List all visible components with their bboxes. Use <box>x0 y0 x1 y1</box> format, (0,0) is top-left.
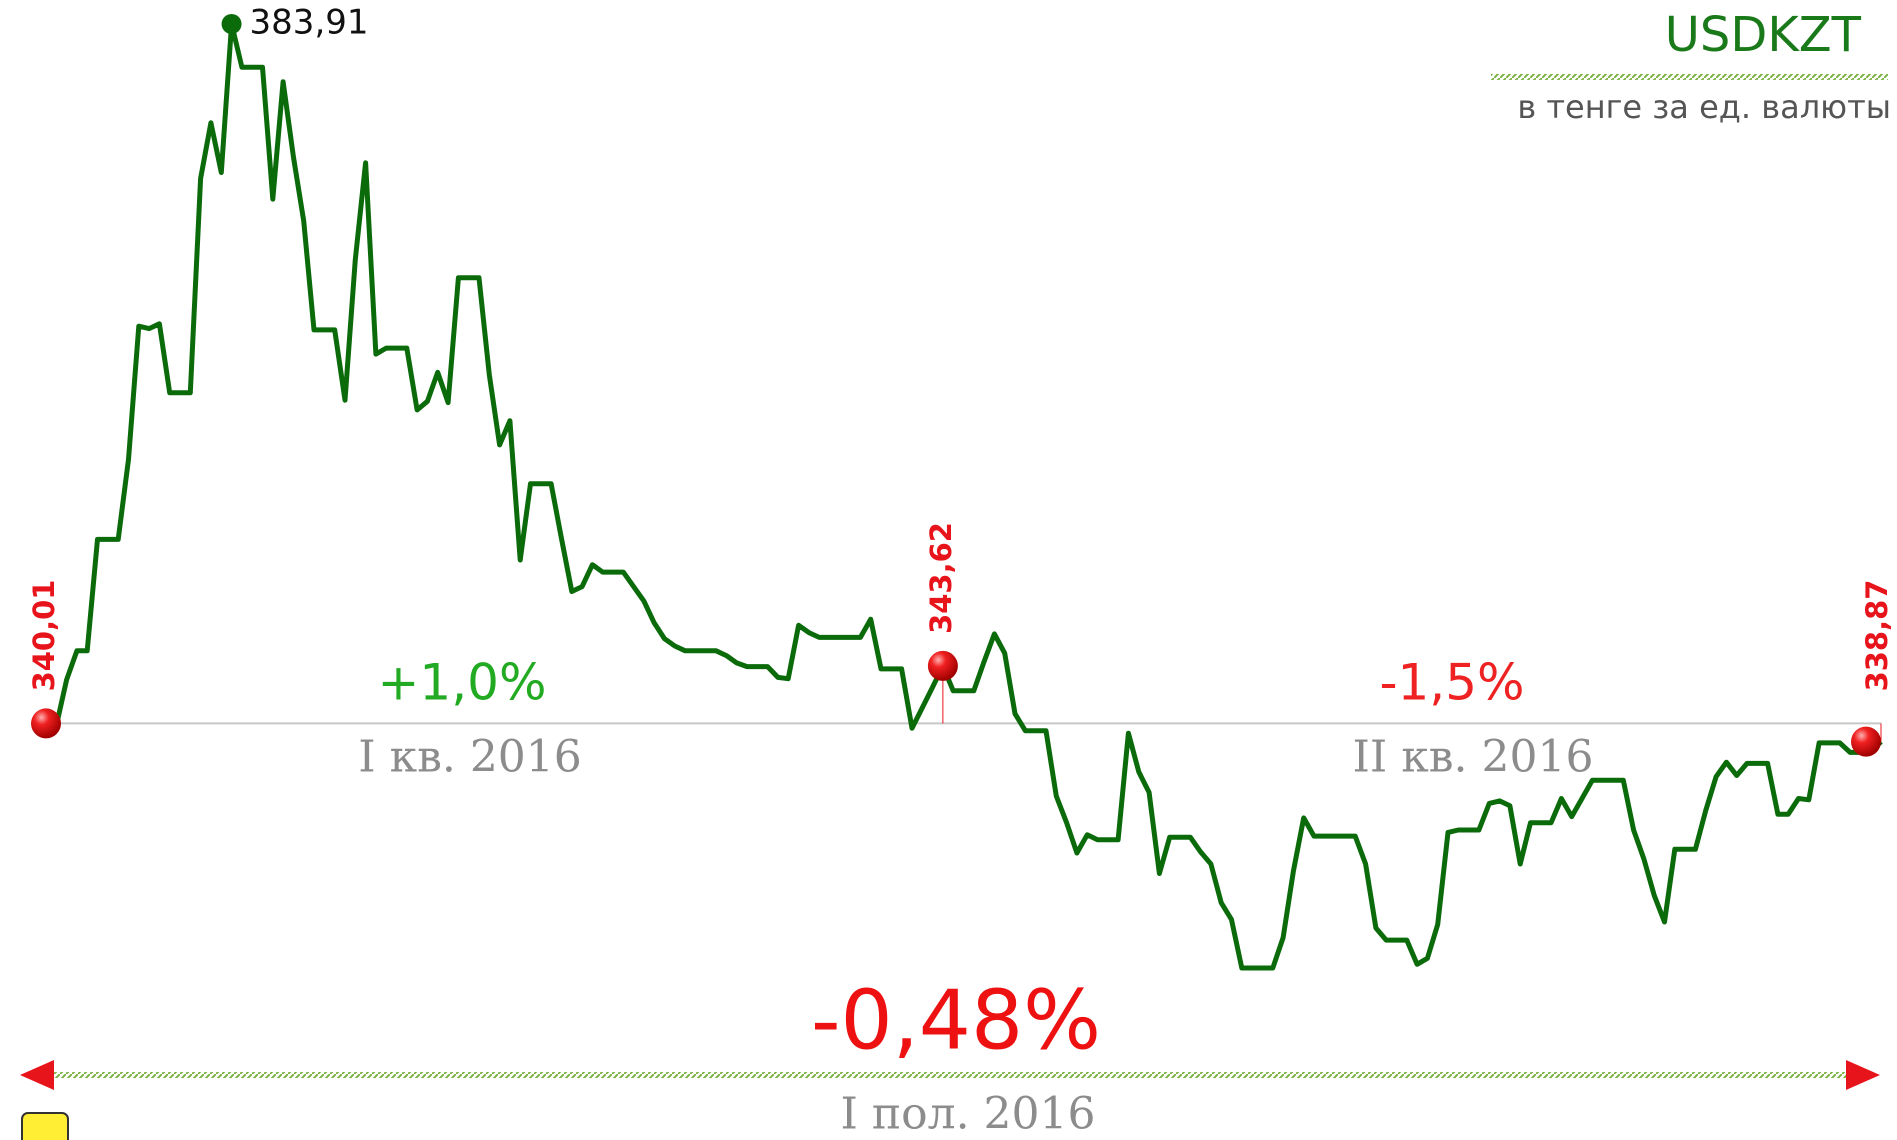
peak-marker <box>221 14 242 34</box>
icon <box>21 1112 69 1140</box>
title-underline <box>1491 74 1888 80</box>
point-marker <box>31 708 61 739</box>
point-label: 340,01 <box>27 580 61 692</box>
peak-label: 383,91 <box>250 3 369 43</box>
q2-label: II кв. 2016 <box>1353 732 1594 783</box>
chart-subtitle: в тенге за ед. валюты <box>1517 88 1891 126</box>
arrow-left <box>20 1060 54 1090</box>
arrow-right <box>1846 1060 1880 1090</box>
q1-label: I кв. 2016 <box>358 732 582 783</box>
half-label: I пол. 2016 <box>840 1089 1095 1140</box>
chart-title: USDKZT <box>1665 7 1862 63</box>
q2-change: -1,5% <box>1379 654 1524 712</box>
point-label: 343,62 <box>924 522 958 634</box>
half-change: -0,48% <box>811 973 1101 1068</box>
q1-change: +1,0% <box>378 654 547 712</box>
point-marker <box>927 650 958 681</box>
point-label: 338,87 <box>1860 580 1894 692</box>
price-line <box>45 21 1883 971</box>
period-bar <box>52 1072 1848 1078</box>
point-marker <box>1851 726 1881 757</box>
